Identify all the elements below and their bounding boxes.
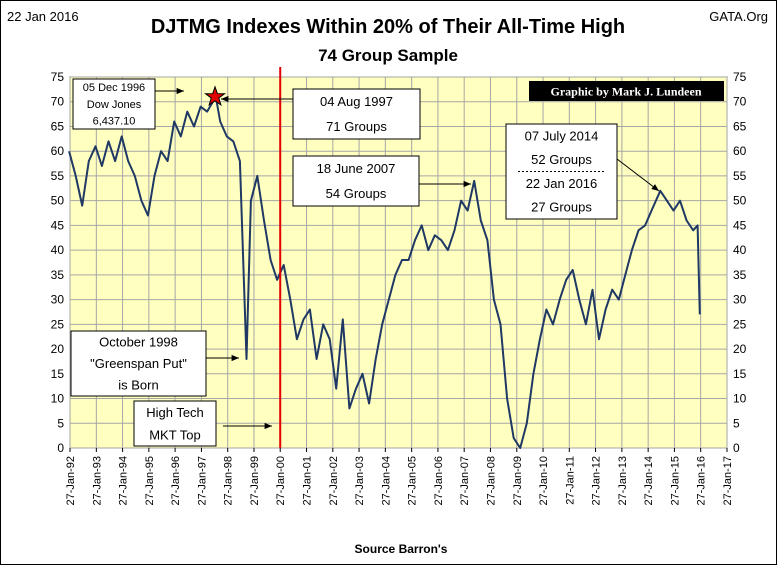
annotation-text-oct1998: "Greenspan Put" [90,356,187,371]
y-tick-label-left: 5 [57,416,64,430]
x-tick-label: 27-Jan-05 [407,456,419,506]
annotation-text-jul2014: 52 Groups [531,152,592,167]
y-tick-label-left: 60 [51,144,65,158]
y-tick-label-left: 25 [51,317,65,331]
x-tick-label: 27-Jan-11 [564,456,576,505]
y-tick-label-left: 65 [51,119,65,133]
chart-subtitle: 74 Group Sample [318,46,458,65]
x-tick-label: 27-Jan-93 [91,456,103,506]
y-tick-label-right: 0 [733,441,740,455]
annotation-text-jun2007: 18 June 2007 [317,161,396,176]
y-tick-label-left: 15 [51,367,65,381]
annotation-arrow [616,158,660,192]
x-tick-label: 27-Jan-99 [249,456,261,506]
x-tick-label: 27-Jan-06 [433,456,445,506]
annotation-text-techtop: High Tech [146,405,204,420]
y-tick-label-right: 5 [733,416,740,430]
annotation-text-oct1998: is Born [118,378,158,393]
y-tick-label-right: 10 [733,392,747,406]
y-tick-label-left: 50 [51,194,65,208]
annotation-text-aug1997: 04 Aug 1997 [320,94,393,109]
annotation-box-dec1996 [72,78,156,130]
y-tick-label-right: 30 [733,293,747,307]
x-tick-label: 27-Jan-04 [380,456,392,506]
y-tick-label-right: 15 [733,367,747,381]
annotation-box-oct1998 [70,330,207,397]
x-tick-label: 27-Jan-98 [223,456,235,506]
annotation-text-jul2014: 27 Groups [531,200,592,215]
annotation-arrowhead [463,180,471,188]
y-tick-label-right: 65 [733,119,747,133]
annotation-arrowhead [231,354,239,362]
annotation-arrowhead [264,422,272,430]
annotation-text-dec1996: 6,437.10 [93,116,136,128]
x-tick-label: 27-Jan-01 [302,456,314,506]
date-label: 22 Jan 2016 [7,9,79,24]
chart-title: DJTMG Indexes Within 20% of Their All-Ti… [151,16,625,38]
x-tick-label: 27-Jan-02 [328,456,340,506]
y-tick-label-left: 20 [51,342,65,356]
x-tick-label: 27-Jan-00 [275,456,287,506]
annotation-box-jun2007 [292,155,420,207]
y-tick-label-left: 45 [51,218,65,232]
y-tick-label-right: 55 [733,169,747,183]
y-tick-label-right: 25 [733,317,747,331]
x-tick-label: 27-Jan-08 [485,456,497,506]
y-tick-label-right: 20 [733,342,747,356]
annotation-text-aug1997: 71 Groups [326,119,387,134]
x-tick-label: 27-Jan-03 [354,456,366,506]
x-tick-label: 27-Jan-16 [696,456,708,506]
series-line [68,95,701,449]
annotation-arrowhead [176,87,184,95]
y-tick-label-left: 30 [51,293,65,307]
annotation-box-techtop [133,400,217,447]
annotation-arrowhead [221,95,229,103]
y-tick-label-left: 70 [51,95,65,109]
annotation-box-aug1997 [292,88,421,140]
annotation-arrowhead [651,184,659,191]
y-tick-label-right: 35 [733,268,747,282]
x-tick-label: 27-Jan-96 [170,456,182,506]
y-tick-label-left: 55 [51,169,65,183]
y-tick-label-right: 45 [733,218,747,232]
annotation-text-jul2014: 22 Jan 2016 [526,176,598,191]
y-tick-label-left: 0 [57,441,64,455]
annotation-text-techtop: MKT Top [149,427,201,442]
x-tick-label: 27-Jan-92 [65,456,77,506]
y-tick-label-left: 40 [51,243,65,257]
annotation-text-dec1996: Dow Jones [87,99,142,111]
x-tick-label: 27-Jan-10 [538,456,550,506]
x-tick-label: 27-Jan-95 [144,456,156,506]
y-tick-label-right: 70 [733,95,747,109]
credit-label: Graphic by Mark J. Lundeen [550,85,701,99]
x-axis-label: Source Barron's [355,542,448,556]
x-tick-label: 27-Jan-13 [617,456,629,506]
annotation-text-jul2014: 07 July 2014 [525,128,599,143]
x-tick-label: 27-Jan-15 [669,456,681,506]
annotation-text-oct1998: October 1998 [99,334,178,349]
y-tick-label-right: 75 [733,70,747,84]
y-tick-label-right: 50 [733,194,747,208]
y-tick-label-right: 60 [733,144,747,158]
peak-star-icon [204,85,227,107]
x-tick-label: 27-Jan-07 [459,456,471,506]
annotation-text-dec1996: 05 Dec 1996 [83,82,145,94]
x-tick-label: 27-Jan-97 [196,456,208,506]
y-tick-label-left: 75 [51,70,65,84]
x-tick-label: 27-Jan-17 [722,456,734,506]
credit-box [529,81,724,101]
x-tick-label: 27-Jan-94 [118,456,130,506]
annotation-text-jun2007: 54 Groups [326,186,387,201]
y-tick-label-left: 10 [51,392,65,406]
x-tick-label: 27-Jan-14 [643,456,655,506]
y-tick-label-left: 35 [51,268,65,282]
y-tick-label-right: 40 [733,243,747,257]
x-tick-label: 27-Jan-12 [591,456,603,506]
x-tick-label: 27-Jan-09 [512,456,524,506]
site-label: GATA.Org [709,9,768,24]
